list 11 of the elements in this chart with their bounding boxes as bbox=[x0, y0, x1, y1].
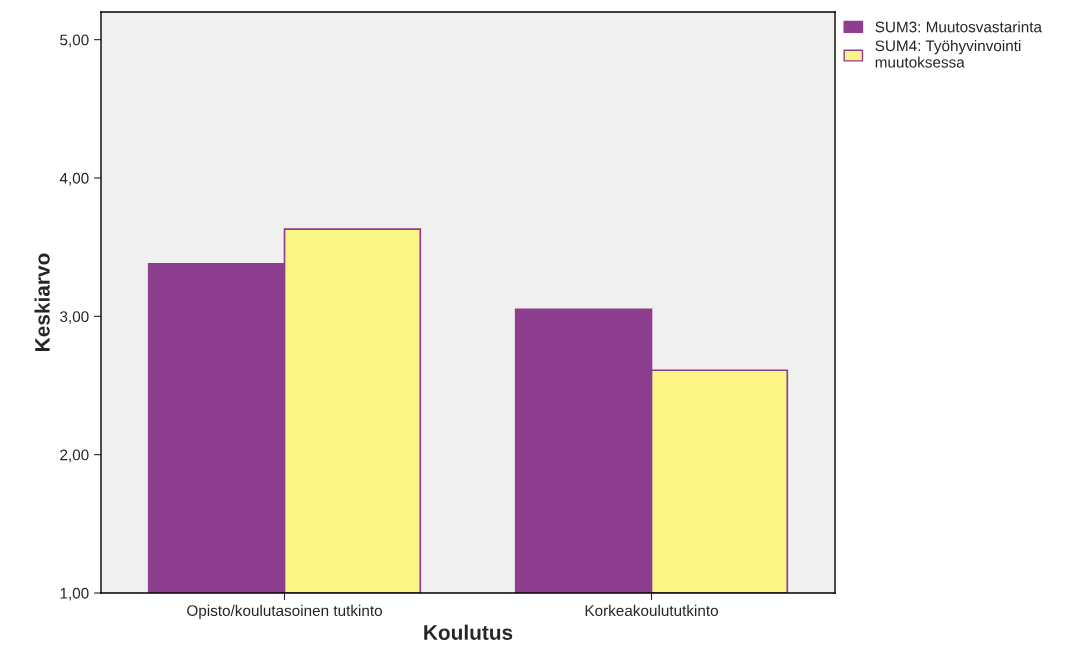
x-axis-title: Koulutus bbox=[424, 624, 513, 640]
y-tick-label: 2,00 bbox=[60, 449, 89, 463]
x-tick-label: Korkeakoulututkinto bbox=[585, 604, 718, 617]
y-tick-label: 5,00 bbox=[60, 34, 89, 48]
legend-label: SUM3: Muutosvastarinta bbox=[875, 21, 1042, 33]
y-tick-label: 1,00 bbox=[60, 587, 89, 601]
y-tick-label: 4,00 bbox=[59, 172, 89, 186]
y-tick-label: 3,00 bbox=[60, 311, 89, 324]
legend-label: SUM4: Työhyvinvointi muutoksessa bbox=[875, 39, 1021, 68]
y-axis-title: Keskiarvo bbox=[34, 253, 50, 351]
x-tick-label: Opisto/koulutasoinen tutkinto bbox=[187, 604, 382, 620]
